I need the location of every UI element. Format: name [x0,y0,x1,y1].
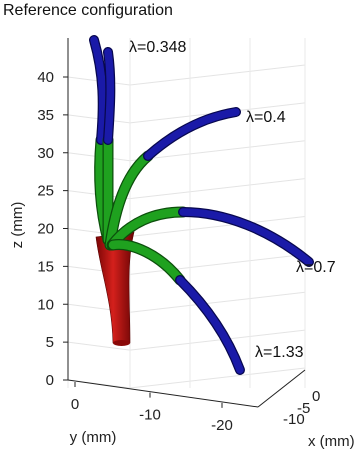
y-axis-label: y (mm) [70,429,117,446]
z-tick-label: 30 [37,145,54,162]
grid-line [129,367,306,389]
axes [63,38,306,408]
chart-title: Reference configuration [3,2,173,19]
grid-line [129,140,306,162]
y-axis-line [67,379,259,408]
grid-line [129,216,306,237]
z-tick-label: 35 [37,107,54,124]
tip-segment-outline [178,207,314,267]
middle-segment [108,240,185,285]
tip-segment [104,48,115,144]
tip-segment [90,36,107,144]
z-axis-label: z (mm) [9,202,26,249]
tip-segment [176,276,244,374]
lambda-annotation: λ=0.4 [246,109,286,126]
z-tick-label: 10 [37,296,54,313]
z-tick-label: 0 [46,372,54,389]
lambda-annotation: λ=1.33 [255,344,304,361]
z-tick-label: 25 [37,183,54,200]
z-tick-label: 15 [37,258,54,275]
x-tick-label: -5 [297,400,310,417]
middle-segment [107,207,188,250]
x-axis-label: x (mm) [308,433,355,450]
z-tick-label: 20 [37,221,54,238]
lambda-annotation: λ=0.348 [129,39,186,56]
y-tick-label: -20 [211,417,233,434]
grid-line [129,291,306,313]
x-tick-label: 0 [312,388,320,405]
curves [89,35,314,375]
z-tick-label: 5 [46,334,54,351]
lambda-annotation: λ=0.7 [296,259,336,276]
y-tick-label: -10 [139,407,161,424]
grid-line [129,329,306,351]
y-tick-label: 0 [71,396,79,413]
grid-line [129,64,306,86]
z-tick-label: 40 [37,69,54,86]
base-segment [95,231,135,346]
grid-line [129,253,306,275]
grid-line [129,178,306,200]
grid-line [67,341,131,351]
tip-segment [144,108,240,160]
x-axis-line [257,369,306,408]
x-tick-label: -10 [283,411,305,428]
middle-segment [105,151,153,250]
tip-segment [179,208,313,266]
base-segment-end [113,340,130,346]
